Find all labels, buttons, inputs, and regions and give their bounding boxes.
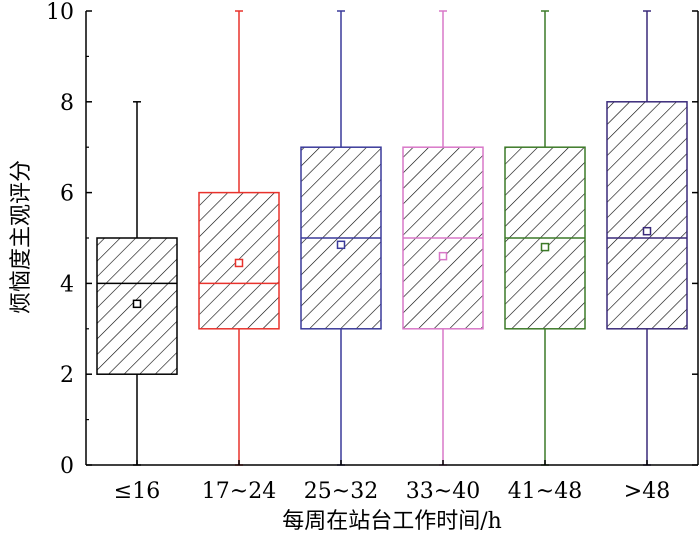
y-tick-label-8: 8: [60, 91, 74, 116]
axes-layer: ≤16 17~24 25~32 33~40 41~48 >48 0 2 4 6 8 10: [46, 0, 699, 504]
box-5: [606, 10, 688, 466]
mean-marker-5: [642, 226, 652, 236]
box-3: [402, 10, 484, 466]
x-tick-label-4: 41~48: [508, 479, 582, 504]
mean-marker-3: [438, 251, 448, 261]
x-tick-label-3: 33~40: [406, 479, 480, 504]
box-1: [198, 10, 280, 466]
x-axis-label: 每周在站台工作时间/h: [282, 509, 502, 534]
mean-marker-4: [540, 242, 550, 252]
box-0: [96, 101, 178, 466]
box-4: [504, 10, 586, 466]
x-tick-label-0: ≤16: [114, 479, 160, 504]
mean-marker-1: [234, 258, 244, 268]
x-tick-label-2: 25~32: [304, 479, 378, 504]
y-tick-label-0: 0: [60, 454, 74, 479]
box-rect-0: [96, 237, 178, 375]
x-tick-label-1: 17~24: [202, 479, 276, 504]
y-tick-label-6: 6: [60, 182, 74, 207]
mean-marker-2: [336, 240, 346, 250]
y-tick-label-4: 4: [60, 272, 74, 297]
box-2: [300, 10, 382, 466]
box-rect-5: [606, 101, 688, 330]
y-tick-label-2: 2: [60, 363, 74, 388]
x-tick-label-5: >48: [624, 479, 670, 504]
y-tick-label-10: 10: [46, 0, 74, 25]
mean-marker-0: [132, 299, 142, 309]
y-axis-label: 烦恼度主观评分: [9, 160, 34, 314]
boxes-layer: [96, 10, 688, 466]
